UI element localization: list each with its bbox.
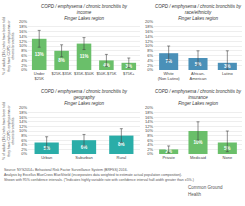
svg-text:10%: 10% — [145, 128, 153, 133]
svg-text:Analysis by Excellus BlueCross: Analysis by Excellus BlueCross BlueShiel… — [4, 173, 182, 177]
svg-text:12%: 12% — [19, 39, 27, 44]
svg-text:16%: 16% — [19, 115, 27, 120]
svg-text:4%: 4% — [147, 142, 153, 147]
svg-text:14%: 14% — [145, 34, 153, 39]
svg-text:8%: 8% — [118, 142, 125, 147]
svg-text:8%: 8% — [21, 48, 27, 53]
svg-text:20%: 20% — [145, 19, 153, 24]
svg-text:3%: 3% — [224, 64, 231, 69]
svg-text:Shown with 95% confidence inte: Shown with 95% confidence intervals. (*I… — [4, 178, 194, 182]
svg-text:3%: 3% — [126, 64, 133, 69]
svg-text:5%: 5% — [195, 62, 202, 67]
svg-text:10%: 10% — [19, 43, 27, 48]
svg-text:16%: 16% — [19, 29, 27, 34]
svg-text:8%: 8% — [147, 48, 153, 53]
svg-text:14%: 14% — [19, 119, 27, 124]
svg-text:Urban: Urban — [41, 155, 52, 160]
svg-text:COPD / emphysema / chronic bro: COPD / emphysema / chronic bronchitis by… — [41, 89, 128, 106]
svg-text:White(Non Latino): White(Non Latino) — [158, 71, 181, 81]
svg-text:$75K+: $75K+ — [123, 71, 135, 76]
svg-text:Rural: Rural — [117, 155, 127, 160]
svg-text:2%: 2% — [21, 63, 27, 68]
svg-text:% of adults (18+) who have bee: % of adults (18+) who have been toldthey… — [2, 17, 15, 75]
svg-text:0%: 0% — [147, 67, 153, 72]
svg-text:Health: Health — [188, 192, 202, 197]
svg-text:16%: 16% — [145, 115, 153, 120]
svg-text:Source: NYS2014+ Behavioral Ri: Source: NYS2014+ Behavioral Risk Factor … — [4, 168, 128, 172]
svg-text:14%: 14% — [19, 34, 27, 39]
svg-text:$50K-$75K: $50K-$75K — [96, 71, 116, 76]
svg-text:$25K-$35K: $25K-$35K — [52, 71, 72, 76]
svg-text:Suburban: Suburban — [75, 155, 92, 160]
svg-text:Common Ground: Common Ground — [188, 185, 223, 190]
svg-text:16%: 16% — [145, 29, 153, 34]
svg-text:12%: 12% — [145, 124, 153, 129]
svg-text:COPD / emphysema / chronic bro: COPD / emphysema / chronic bronchitis by… — [155, 4, 242, 21]
svg-text:14%: 14% — [145, 119, 153, 124]
svg-text:6%: 6% — [21, 138, 27, 143]
svg-text:13%: 13% — [35, 52, 44, 57]
svg-text:6%: 6% — [21, 53, 27, 58]
svg-text:6%: 6% — [81, 145, 88, 150]
svg-text:10%: 10% — [193, 140, 202, 145]
svg-text:10%: 10% — [19, 128, 27, 133]
svg-text:18%: 18% — [145, 24, 153, 29]
svg-text:20%: 20% — [19, 105, 27, 110]
svg-text:4%: 4% — [21, 142, 27, 147]
svg-text:Latino: Latino — [222, 71, 234, 76]
svg-text:12%: 12% — [145, 39, 153, 44]
svg-text:18%: 18% — [19, 24, 27, 29]
svg-text:10%: 10% — [145, 43, 153, 48]
svg-text:0%: 0% — [147, 151, 153, 156]
svg-text:2%: 2% — [147, 147, 153, 152]
svg-text:5%: 5% — [43, 146, 50, 151]
svg-text:11%: 11% — [80, 54, 89, 59]
svg-text:Medicaid: Medicaid — [190, 155, 206, 160]
svg-text:African-American: African-American — [190, 71, 207, 81]
svg-text:6%: 6% — [147, 53, 153, 58]
svg-text:4%: 4% — [21, 58, 27, 63]
svg-text:Private: Private — [162, 155, 175, 160]
svg-text:$35K-$50K: $35K-$50K — [74, 71, 94, 76]
svg-text:2%: 2% — [165, 149, 172, 154]
svg-text:6%: 6% — [147, 138, 153, 143]
svg-text:20%: 20% — [145, 105, 153, 110]
svg-text:4%: 4% — [147, 58, 153, 63]
svg-text:18%: 18% — [145, 110, 153, 115]
svg-text:0%: 0% — [21, 67, 27, 72]
svg-text:12%: 12% — [19, 124, 27, 129]
svg-text:7%: 7% — [165, 59, 172, 64]
svg-text:8%: 8% — [21, 133, 27, 138]
svg-text:0%: 0% — [21, 151, 27, 156]
svg-text:COPD / emphysema / chronic bro: COPD / emphysema / chronic bronchitis by… — [155, 89, 242, 106]
svg-text:5%: 5% — [224, 146, 231, 151]
svg-text:2%: 2% — [147, 63, 153, 68]
svg-text:2%: 2% — [21, 147, 27, 152]
svg-text:18%: 18% — [19, 110, 27, 115]
svg-text:Under$25K: Under$25K — [34, 71, 46, 81]
svg-text:20%: 20% — [19, 19, 27, 24]
svg-text:8%: 8% — [58, 58, 65, 63]
svg-text:8%: 8% — [147, 133, 153, 138]
svg-text:COPD / emphysema / chronic bro: COPD / emphysema / chronic bronchitis by… — [41, 4, 128, 21]
svg-text:None: None — [223, 155, 233, 160]
svg-text:% of adults (18+) who have bee: % of adults (18+) who have been toldthey… — [2, 102, 15, 160]
svg-text:4%: 4% — [103, 63, 110, 68]
